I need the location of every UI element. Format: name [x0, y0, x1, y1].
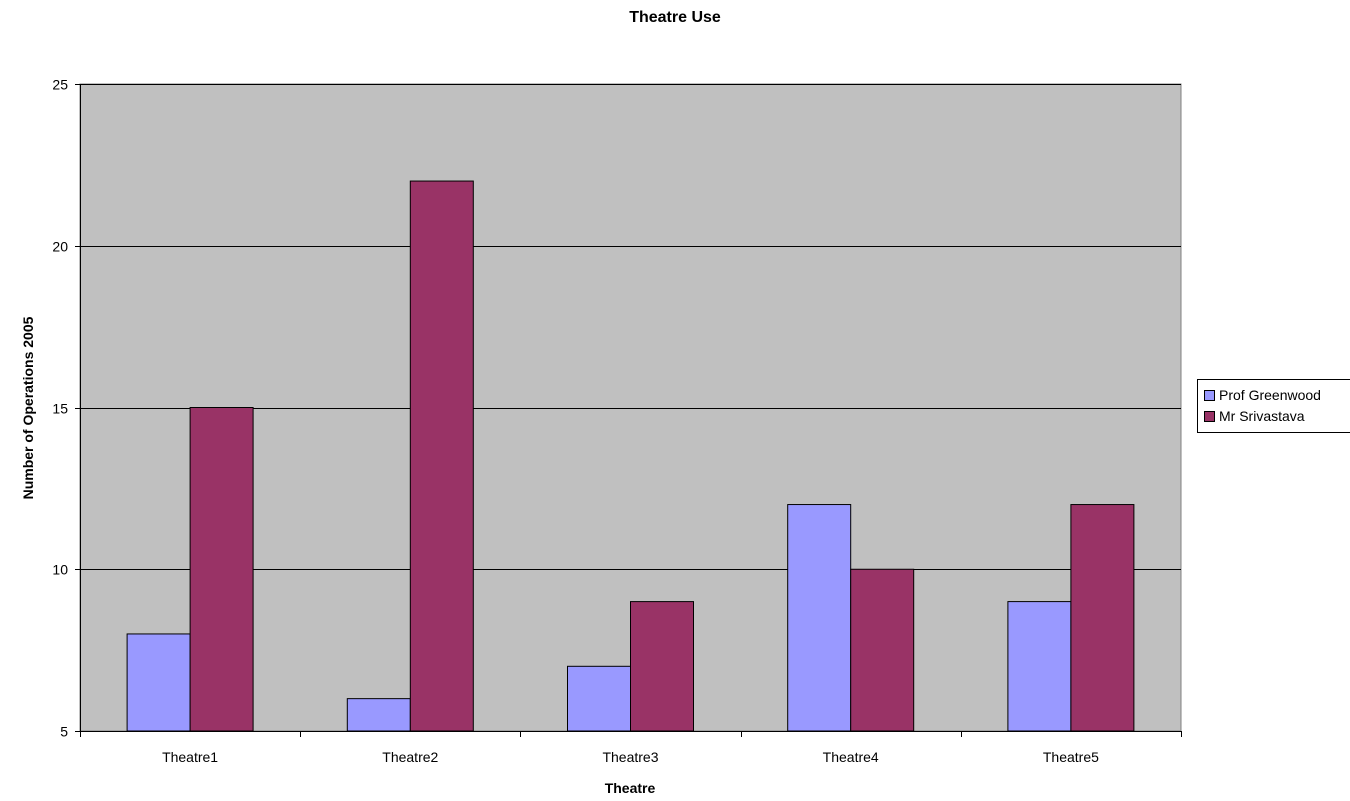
x-tick-label: Theatre3: [602, 749, 658, 765]
x-tick-label: Theatre2: [382, 749, 438, 765]
x-axis-title: Theatre: [604, 780, 656, 796]
bar-series-1: [1007, 601, 1072, 732]
bar-series-2: [850, 568, 915, 732]
chart-title: Theatre Use: [629, 9, 721, 26]
y-tick-label: 25: [52, 77, 68, 93]
legend-label-series-2: Mr Srivastava: [1219, 408, 1305, 424]
legend-label-series-1: Prof Greenwood: [1219, 387, 1321, 403]
legend-item-series-2: Mr Srivastava: [1204, 406, 1305, 426]
y-axis-title: Number of Operations 2005: [20, 316, 36, 500]
bar-series-1: [567, 665, 631, 732]
legend-swatch-series-1: [1204, 389, 1215, 401]
legend: Prof Greenwood Mr Srivastava: [1197, 379, 1350, 433]
legend-swatch-series-2: [1204, 410, 1215, 422]
bar-series-2: [630, 601, 694, 732]
x-tick-label: Theatre5: [1043, 749, 1099, 765]
bar-series-1: [346, 698, 411, 732]
x-tick-label: Theatre4: [823, 749, 879, 765]
bar-series-2: [189, 407, 254, 732]
y-tick-label: 5: [60, 724, 68, 740]
legend-item-series-1: Prof Greenwood: [1204, 385, 1321, 405]
y-tick-label: 10: [52, 562, 68, 578]
x-tick-label: Theatre1: [162, 749, 218, 765]
bar-series-2: [1070, 504, 1135, 732]
bar-series-1: [787, 504, 852, 732]
bar-series-1: [126, 633, 191, 732]
y-tick-label: 20: [52, 239, 68, 255]
y-tick-label: 15: [52, 401, 68, 417]
bar-series-2: [409, 180, 474, 732]
